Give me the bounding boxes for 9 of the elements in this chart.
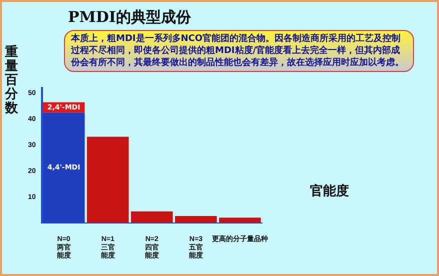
text: 本质上，粗MDI是一系列多NCO官能团的混合物。因各制造商所采用的工艺及控制过程不尽相同，即使各公司提供的粗MDI粘度/官能度看上去完全一样，但其内部成份会有所不同，其最终要做出的制品性能也会有差异，故在选择应用时应加以考虑。	[64, 30, 414, 72]
bar	[219, 218, 261, 223]
x-axis-title: 官能度	[310, 182, 349, 200]
bar	[175, 216, 217, 223]
bar	[130, 211, 173, 223]
bar	[42, 112, 85, 223]
bar	[86, 136, 129, 223]
y-axis-title: 重量百分数	[5, 45, 19, 116]
chart-title: PMDI的典型成份	[68, 8, 191, 27]
